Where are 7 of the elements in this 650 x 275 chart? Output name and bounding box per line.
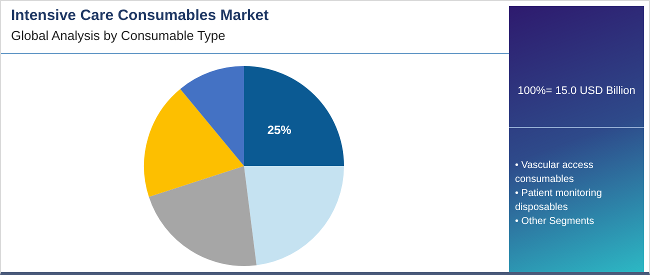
text: • Patient monitoring disposables xyxy=(515,187,603,215)
text: 100%= 15.0 USD Billion xyxy=(516,85,636,97)
text: • Other Segments xyxy=(515,215,596,229)
text: • Vascular access consumables xyxy=(515,159,594,187)
data-label: 25% xyxy=(267,122,292,137)
chart-subtitle: Global Analysis by Consumable Type xyxy=(11,28,226,43)
chart-title: Intensive Care Consumables Market xyxy=(11,7,269,24)
